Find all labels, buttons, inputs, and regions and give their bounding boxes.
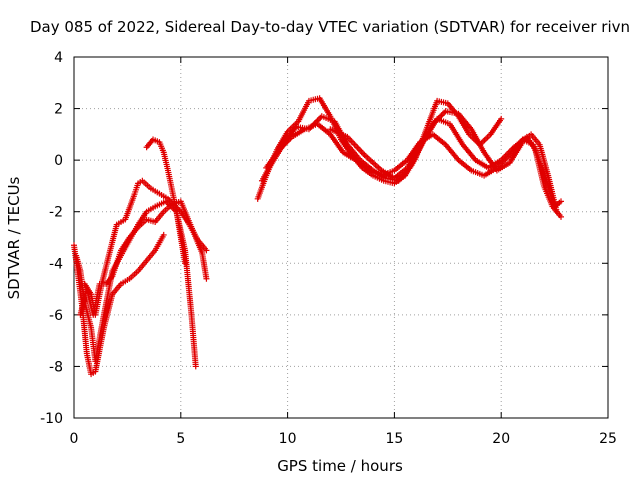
grid	[74, 57, 608, 418]
y-axis-label: SDTVAR / TECUs	[5, 176, 23, 299]
y-tick-label: -6	[49, 308, 63, 324]
x-tick-label: 25	[599, 431, 617, 447]
x-axis-ticks: 0 5 10 15 20 25	[70, 57, 617, 447]
y-tick-label: -4	[49, 256, 63, 272]
series-9	[327, 108, 560, 215]
y-tick-label: 4	[54, 50, 63, 66]
x-tick-label: 20	[492, 431, 510, 447]
series-markers	[143, 136, 189, 267]
x-tick-label: 0	[70, 431, 79, 447]
plot-frame	[73, 56, 609, 419]
chart-title: Day 085 of 2022, Sidereal Day-to-day VTE…	[30, 18, 630, 36]
x-axis-label: GPS time / hours	[277, 457, 403, 475]
series-4	[77, 198, 210, 318]
series-5	[143, 136, 189, 267]
series-markers	[77, 198, 210, 318]
y-tick-label: 2	[54, 102, 63, 118]
y-tick-label: -2	[49, 205, 63, 221]
x-tick-label: 5	[176, 431, 185, 447]
data-points	[71, 95, 565, 378]
x-tick-label: 10	[279, 431, 297, 447]
x-tick-label: 15	[385, 431, 403, 447]
series-markers	[327, 108, 560, 215]
y-tick-label: -8	[49, 359, 63, 375]
y-tick-label: 0	[54, 153, 63, 169]
y-tick-label: -10	[40, 411, 63, 427]
